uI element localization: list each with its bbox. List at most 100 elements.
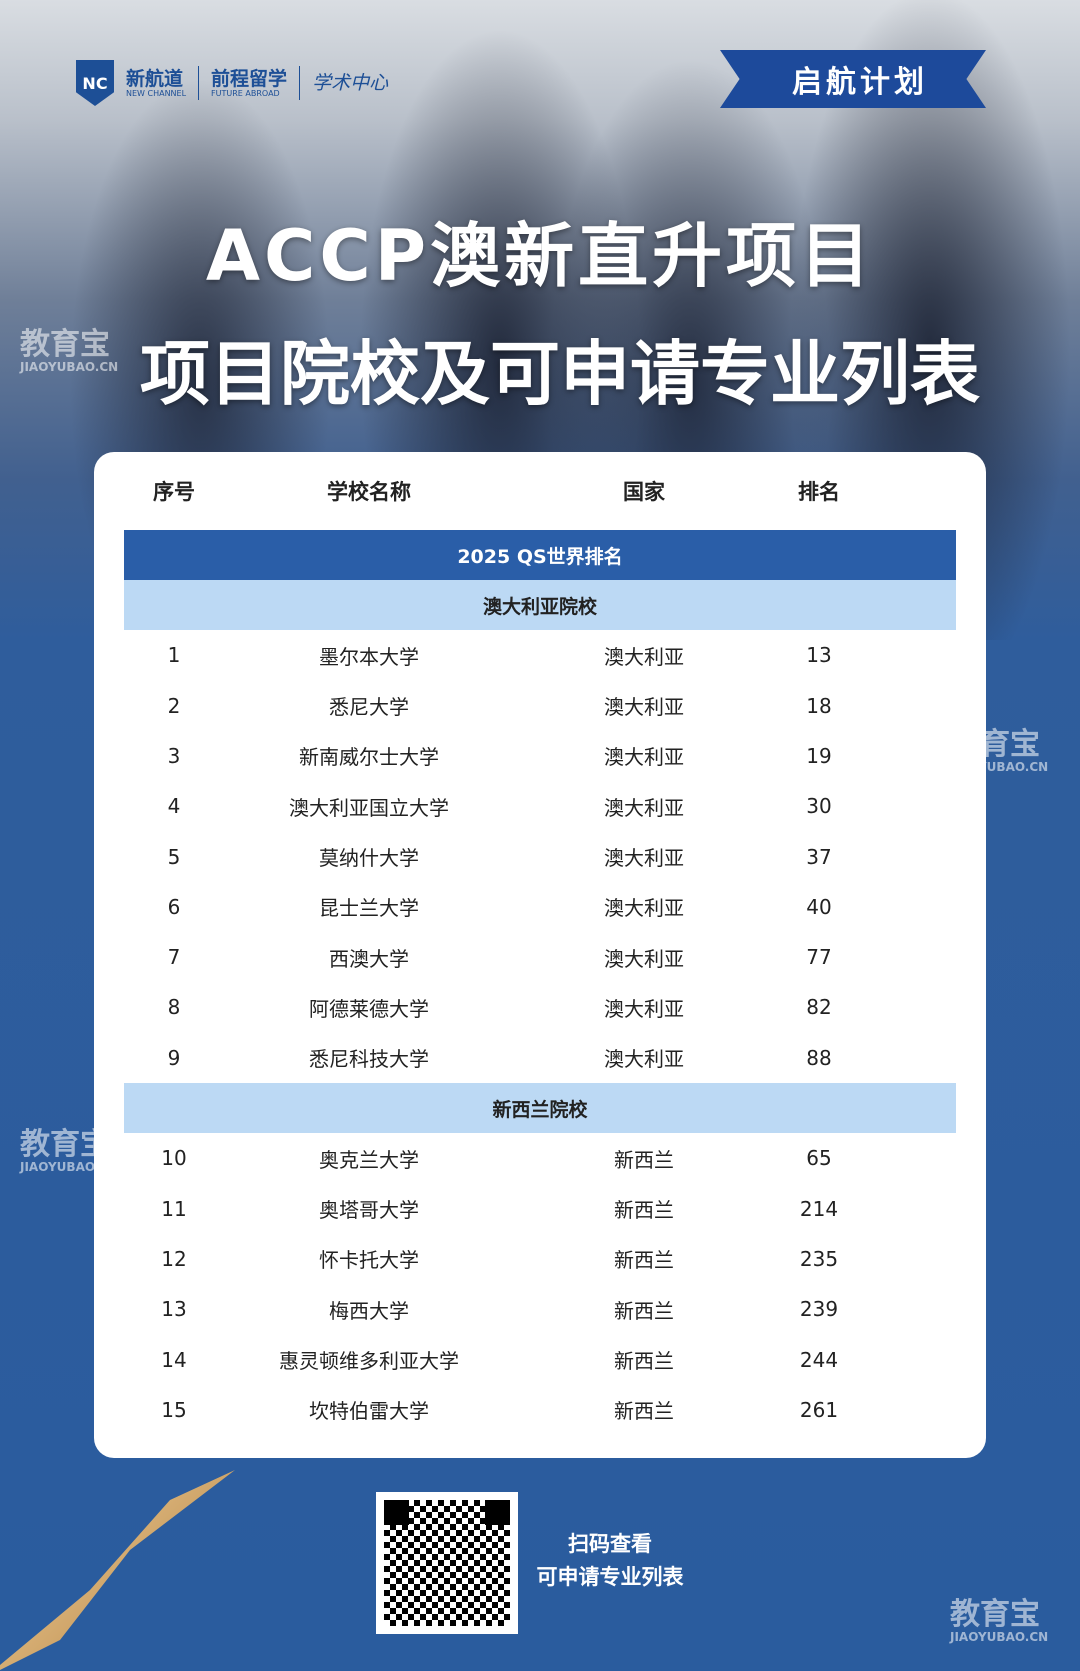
- watermark: 教育宝 JIAOYUBAO.CN: [950, 1597, 1049, 1645]
- cell-index: 4: [167, 794, 181, 819]
- cell-rank: 235: [799, 1246, 839, 1271]
- cell-country: 澳大利亚: [604, 795, 684, 820]
- brand2: 前程留学: [211, 67, 288, 90]
- cell-country: 澳大利亚: [604, 1047, 684, 1072]
- cell-index: 8: [167, 995, 181, 1020]
- cell-country: 新西兰: [614, 1349, 674, 1373]
- ranking-title: 2025 QS世界排名: [124, 530, 956, 580]
- cell-country: 新西兰: [614, 1248, 674, 1273]
- table-row: 4 澳大利亚国立大学 澳大利亚 30: [124, 781, 956, 831]
- cell-rank: 82: [806, 995, 832, 1020]
- cell-index: 3: [167, 743, 181, 768]
- table-row: 10 奥克兰大学 新西兰 65: [124, 1133, 956, 1183]
- cell-country: 新西兰: [614, 1399, 674, 1424]
- cell-index: 11: [161, 1196, 187, 1221]
- table-row: 2 悉尼大学 澳大利亚 18: [124, 681, 956, 731]
- cell-index: 6: [167, 894, 181, 919]
- program-badge: 启航计划: [720, 50, 986, 108]
- gold-swoosh: [0, 1470, 235, 1670]
- watermark: 教育宝 JIAOYUBAO.CN: [20, 327, 119, 375]
- table-row: 3 新南威尔士大学 澳大利亚 19: [124, 731, 956, 781]
- cell-rank: 239: [799, 1297, 839, 1322]
- cell-school: 梅西大学: [329, 1298, 409, 1323]
- table-row: 5 莫纳什大学 澳大利亚 37: [124, 832, 956, 882]
- cell-rank: 40: [806, 894, 832, 919]
- table-row: 15 坎特伯雷大学 新西兰 261: [124, 1385, 956, 1435]
- qr-code[interactable]: [376, 1492, 518, 1634]
- cell-rank: 19: [806, 743, 832, 768]
- cell-country: 澳大利亚: [604, 846, 684, 870]
- cell-school: 惠灵顿维多利亚大学: [279, 1349, 459, 1373]
- header-index: 序号: [153, 480, 195, 504]
- cell-rank: 18: [806, 693, 832, 718]
- cell-school: 西澳大学: [329, 946, 409, 971]
- cell-rank: 65: [806, 1146, 832, 1171]
- cell-school: 悉尼大学: [329, 695, 409, 720]
- cell-index: 7: [167, 945, 181, 970]
- cell-school: 莫纳什大学: [319, 846, 419, 870]
- title-line1: ACCP澳新直升项目: [205, 215, 875, 297]
- cell-rank: 214: [799, 1196, 839, 1221]
- cell-school: 昆士兰大学: [319, 896, 419, 921]
- cell-index: 1: [167, 643, 181, 668]
- cell-country: 新西兰: [614, 1198, 674, 1223]
- logo-bar: NC 新航道 NEW CHANNEL 前程留学 FUTURE ABROAD 学术中心: [76, 60, 388, 106]
- cell-index: 12: [161, 1246, 187, 1271]
- header-school: 学校名称: [327, 480, 411, 504]
- cell-index: 15: [161, 1397, 187, 1422]
- table-row: 14 惠灵顿维多利亚大学 新西兰 244: [124, 1335, 956, 1385]
- cell-rank: 30: [806, 794, 832, 819]
- table-row: 6 昆士兰大学 澳大利亚 40: [124, 882, 956, 932]
- table-row: 9 悉尼科技大学 澳大利亚 88: [124, 1033, 956, 1083]
- table-row: 8 阿德莱德大学 澳大利亚 82: [124, 982, 956, 1032]
- university-table: 序号 学校名称 国家 排名 2025 QS世界排名 澳大利亚院校 1 墨尔本大学 澳大…: [94, 452, 986, 1458]
- table-row: 7 西澳大学 澳大利亚 77: [124, 932, 956, 982]
- cell-rank: 244: [799, 1347, 839, 1372]
- cell-school: 奥塔哥大学: [319, 1198, 419, 1223]
- table-row: 13 梅西大学 新西兰 239: [124, 1284, 956, 1334]
- section-header: 澳大利亚院校: [124, 580, 956, 630]
- cell-school: 新南威尔士大学: [299, 745, 439, 770]
- cell-school: 坎特伯雷大学: [309, 1399, 429, 1424]
- cell-country: 澳大利亚: [604, 896, 684, 921]
- qr-line2: 可申请专业列表: [536, 1565, 684, 1589]
- cell-country: 澳大利亚: [604, 946, 684, 971]
- table-row: 1 墨尔本大学 澳大利亚 13: [124, 630, 956, 680]
- cell-index: 10: [161, 1146, 187, 1171]
- brand1: 新航道: [126, 67, 184, 90]
- header-country: 国家: [623, 480, 665, 504]
- cell-index: 2: [167, 693, 181, 718]
- divider: [198, 66, 200, 100]
- title-line2: 项目院校及可申请专业列表: [140, 333, 980, 415]
- cell-rank: 37: [806, 844, 832, 869]
- cell-country: 新西兰: [614, 1298, 674, 1323]
- divider: [299, 66, 301, 100]
- brand2-en: FUTURE ABROAD: [211, 88, 280, 98]
- cell-school: 奥克兰大学: [319, 1147, 419, 1172]
- new-channel-logo-icon: NC: [76, 60, 114, 106]
- cell-rank: 13: [806, 643, 832, 668]
- brand3: 学术中心: [312, 72, 389, 94]
- header-rank: 排名: [798, 480, 840, 504]
- cell-index: 9: [167, 1045, 181, 1070]
- cell-country: 澳大利亚: [604, 644, 684, 669]
- cell-school: 阿德莱德大学: [309, 996, 429, 1021]
- brand1-en: NEW CHANNEL: [126, 88, 187, 98]
- table-header: 序号 学校名称 国家 排名: [124, 452, 956, 530]
- cell-school: 墨尔本大学: [319, 644, 419, 669]
- cell-country: 澳大利亚: [604, 996, 684, 1021]
- qr-line1: 扫码查看: [568, 1532, 652, 1556]
- qr-caption: 扫码查看可申请专业列表: [520, 1528, 700, 1594]
- cell-rank: 77: [806, 945, 832, 970]
- cell-school: 澳大利亚国立大学: [289, 795, 449, 820]
- cell-country: 澳大利亚: [604, 695, 684, 720]
- watermark: 教育宝 JIAOYUBAO.CN: [20, 1127, 119, 1175]
- cell-school: 怀卡托大学: [319, 1248, 419, 1273]
- table-row: 11 奥塔哥大学 新西兰 214: [124, 1184, 956, 1234]
- cell-index: 13: [161, 1297, 187, 1322]
- cell-school: 悉尼科技大学: [309, 1047, 429, 1072]
- cell-index: 14: [161, 1347, 187, 1372]
- cell-rank: 261: [799, 1397, 839, 1422]
- table-row: 12 怀卡托大学 新西兰 235: [124, 1234, 956, 1284]
- cell-index: 5: [167, 844, 181, 869]
